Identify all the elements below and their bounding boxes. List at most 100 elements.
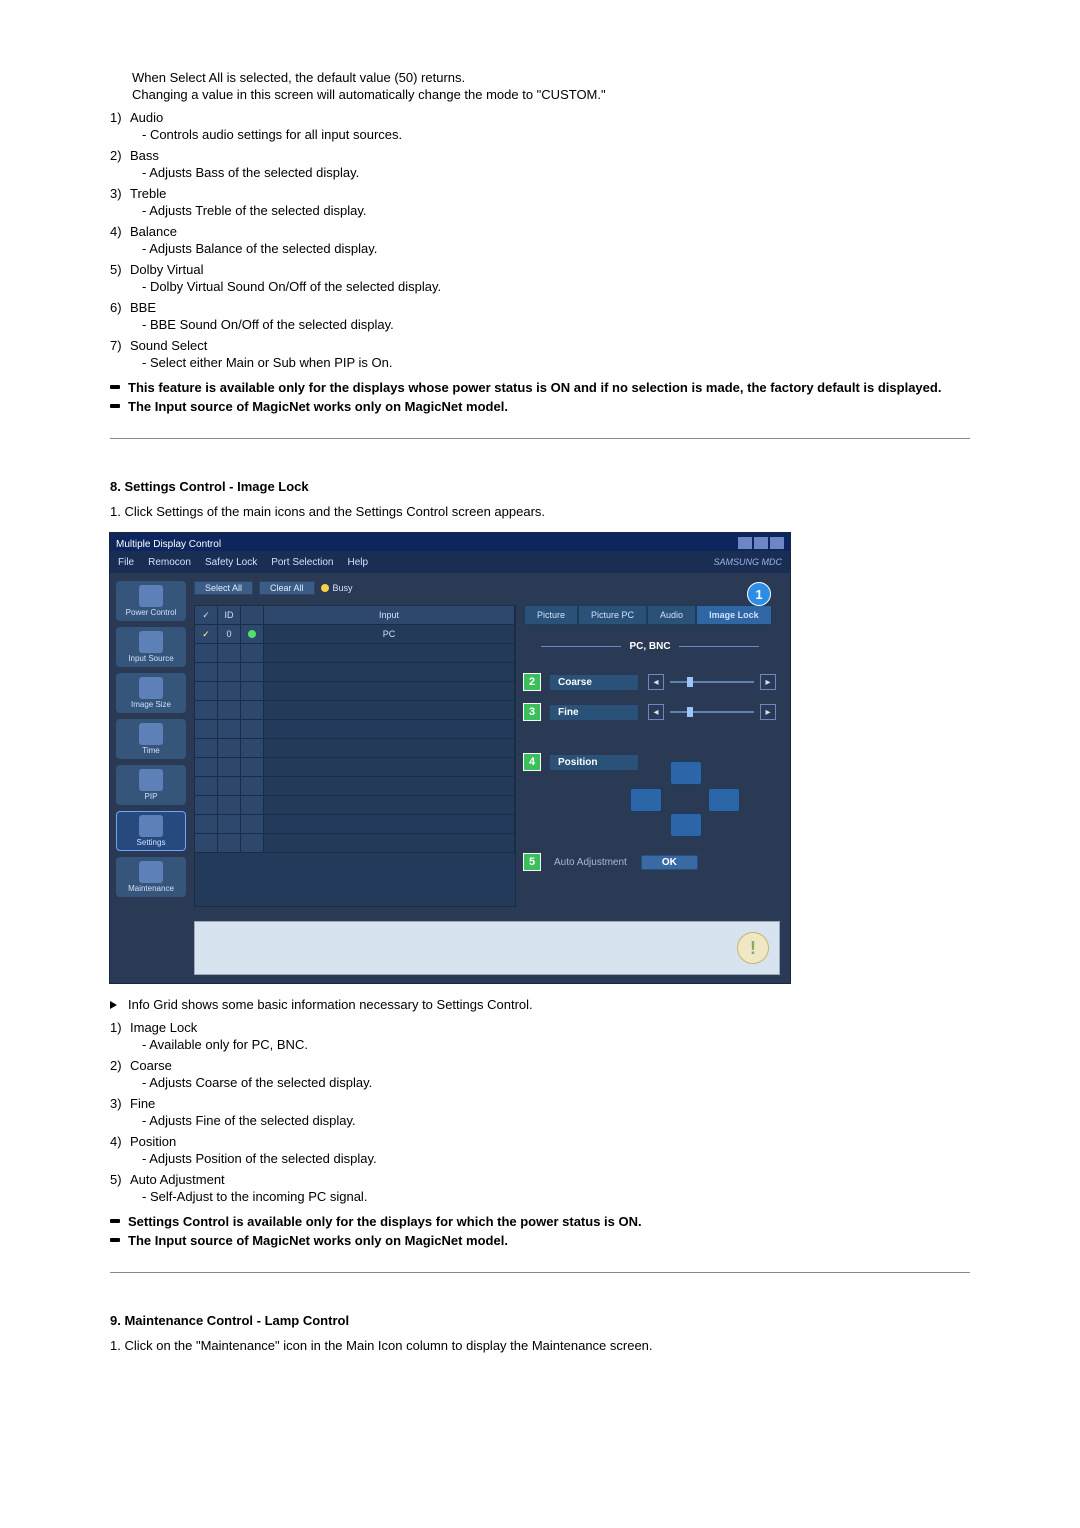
item-number: 1) bbox=[110, 1020, 130, 1035]
fine-label: Fine bbox=[550, 705, 638, 720]
table-row[interactable] bbox=[195, 682, 515, 701]
sidebar-item-label: Settings bbox=[137, 839, 166, 847]
list-item: 3)Fine- Adjusts Fine of the selected dis… bbox=[110, 1096, 970, 1128]
item-number: 3) bbox=[110, 1096, 130, 1111]
menu-item[interactable]: Port Selection bbox=[271, 557, 333, 568]
ok-button[interactable]: OK bbox=[641, 855, 698, 870]
callout-5: 5 bbox=[524, 854, 540, 870]
table-row[interactable] bbox=[195, 644, 515, 663]
tab-picture-pc[interactable]: Picture PC bbox=[578, 605, 647, 625]
position-right-button[interactable] bbox=[708, 788, 740, 812]
item-desc: - Controls audio settings for all input … bbox=[142, 127, 970, 142]
auto-adjust-row: 5 Auto Adjustment OK bbox=[524, 851, 776, 873]
grid-head-id: ID bbox=[218, 606, 241, 624]
slider-inc-icon[interactable]: ▸ bbox=[760, 674, 776, 690]
position-up-button[interactable] bbox=[670, 761, 702, 785]
table-row[interactable] bbox=[195, 777, 515, 796]
list-item: 5)Auto Adjustment- Self-Adjust to the in… bbox=[110, 1172, 970, 1204]
coarse-slider[interactable]: ◂▸ bbox=[648, 674, 776, 690]
info-note: Info Grid shows some basic information n… bbox=[110, 997, 970, 1012]
menu-item[interactable]: Help bbox=[347, 557, 368, 568]
note-item: This feature is available only for the d… bbox=[110, 380, 970, 395]
tab-audio[interactable]: Audio bbox=[647, 605, 696, 625]
input-icon bbox=[139, 631, 163, 653]
sidebar: Power Control Input Source Image Size Ti… bbox=[116, 575, 186, 933]
callout-4: 4 bbox=[524, 754, 540, 770]
position-pad bbox=[610, 761, 760, 837]
list-item: 6)BBE- BBE Sound On/Off of the selected … bbox=[110, 300, 970, 332]
window-controls[interactable] bbox=[736, 537, 784, 552]
sidebar-item-time[interactable]: Time bbox=[116, 719, 186, 759]
position-down-button[interactable] bbox=[670, 813, 702, 837]
sidebar-item-settings[interactable]: Settings bbox=[116, 811, 186, 851]
menu-item[interactable]: Safety Lock bbox=[205, 557, 257, 568]
power-icon bbox=[139, 585, 163, 607]
list-item: 2)Coarse- Adjusts Coarse of the selected… bbox=[110, 1058, 970, 1090]
tab-image-lock[interactable]: Image Lock bbox=[696, 605, 772, 625]
maintenance-icon bbox=[139, 861, 163, 883]
item-desc: - Adjusts Fine of the selected display. bbox=[142, 1113, 970, 1128]
table-row[interactable] bbox=[195, 815, 515, 834]
item-title: Dolby Virtual bbox=[130, 262, 203, 277]
sidebar-item-label: PIP bbox=[145, 793, 158, 801]
table-row[interactable] bbox=[195, 720, 515, 739]
busy-label: Busy bbox=[333, 583, 353, 593]
item-title: Balance bbox=[130, 224, 177, 239]
sidebar-item-power[interactable]: Power Control bbox=[116, 581, 186, 621]
item-desc: - Adjusts Balance of the selected displa… bbox=[142, 241, 970, 256]
coarse-row: 2 Coarse ◂▸ bbox=[524, 671, 776, 693]
item-desc: - Available only for PC, BNC. bbox=[142, 1037, 970, 1052]
table-row[interactable] bbox=[195, 834, 515, 853]
sidebar-item-label: Input Source bbox=[128, 655, 173, 663]
sidebar-item-label: Image Size bbox=[131, 701, 171, 709]
table-row[interactable] bbox=[195, 796, 515, 815]
intro-line-2: Changing a value in this screen will aut… bbox=[132, 87, 970, 102]
item-number: 2) bbox=[110, 148, 130, 163]
note-item: The Input source of MagicNet works only … bbox=[110, 1233, 970, 1248]
sidebar-item-label: Maintenance bbox=[128, 885, 174, 893]
item-number: 5) bbox=[110, 262, 130, 277]
list-item: 4)Position- Adjusts Position of the sele… bbox=[110, 1134, 970, 1166]
list-item: 5)Dolby Virtual- Dolby Virtual Sound On/… bbox=[110, 262, 970, 294]
position-left-button[interactable] bbox=[630, 788, 662, 812]
table-row[interactable] bbox=[195, 739, 515, 758]
item-title: Auto Adjustment bbox=[130, 1172, 225, 1187]
list-item: 1)Audio- Controls audio settings for all… bbox=[110, 110, 970, 142]
sidebar-item-maintenance[interactable]: Maintenance bbox=[116, 857, 186, 897]
row-check[interactable]: ✓ bbox=[195, 625, 218, 643]
slider-dec-icon[interactable]: ◂ bbox=[648, 674, 664, 690]
slider-dec-icon[interactable]: ◂ bbox=[648, 704, 664, 720]
sidebar-item-imagesize[interactable]: Image Size bbox=[116, 673, 186, 713]
clear-all-button[interactable]: Clear All bbox=[259, 581, 315, 595]
table-row[interactable] bbox=[195, 663, 515, 682]
coarse-label: Coarse bbox=[550, 675, 638, 690]
info-grid: ✓ ID Input ✓ 0 PC bbox=[194, 605, 516, 907]
table-row[interactable] bbox=[195, 701, 515, 720]
section-9-step: 1. Click on the "Maintenance" icon in th… bbox=[110, 1338, 970, 1353]
table-row[interactable] bbox=[195, 758, 515, 777]
item-number: 4) bbox=[110, 1134, 130, 1149]
list-item: 1)Image Lock- Available only for PC, BNC… bbox=[110, 1020, 970, 1052]
sidebar-item-input[interactable]: Input Source bbox=[116, 627, 186, 667]
toolbar: Select All Clear All Busy bbox=[194, 579, 353, 597]
slider-inc-icon[interactable]: ▸ bbox=[760, 704, 776, 720]
row-input: PC bbox=[264, 625, 515, 643]
fine-slider[interactable]: ◂▸ bbox=[648, 704, 776, 720]
menu-item[interactable]: File bbox=[118, 557, 134, 568]
status-bar: ! bbox=[194, 921, 780, 975]
tab-picture[interactable]: Picture bbox=[524, 605, 578, 625]
table-row[interactable]: ✓ 0 PC bbox=[195, 625, 515, 644]
item-title: Sound Select bbox=[130, 338, 207, 353]
divider bbox=[110, 438, 970, 439]
item-number: 4) bbox=[110, 224, 130, 239]
menu-item[interactable]: Remocon bbox=[148, 557, 191, 568]
item-title: Bass bbox=[130, 148, 159, 163]
list-item: 4)Balance - Adjusts Balance of the select… bbox=[110, 224, 970, 256]
menu-bar: File Remocon Safety Lock Port Selection … bbox=[110, 551, 790, 573]
divider bbox=[110, 1272, 970, 1273]
item-desc: - BBE Sound On/Off of the selected displ… bbox=[142, 317, 970, 332]
select-all-button[interactable]: Select All bbox=[194, 581, 253, 595]
sidebar-item-pip[interactable]: PIP bbox=[116, 765, 186, 805]
audio-notes: This feature is available only for the d… bbox=[110, 380, 970, 414]
section-8-title: 8. Settings Control - Image Lock bbox=[110, 479, 970, 494]
